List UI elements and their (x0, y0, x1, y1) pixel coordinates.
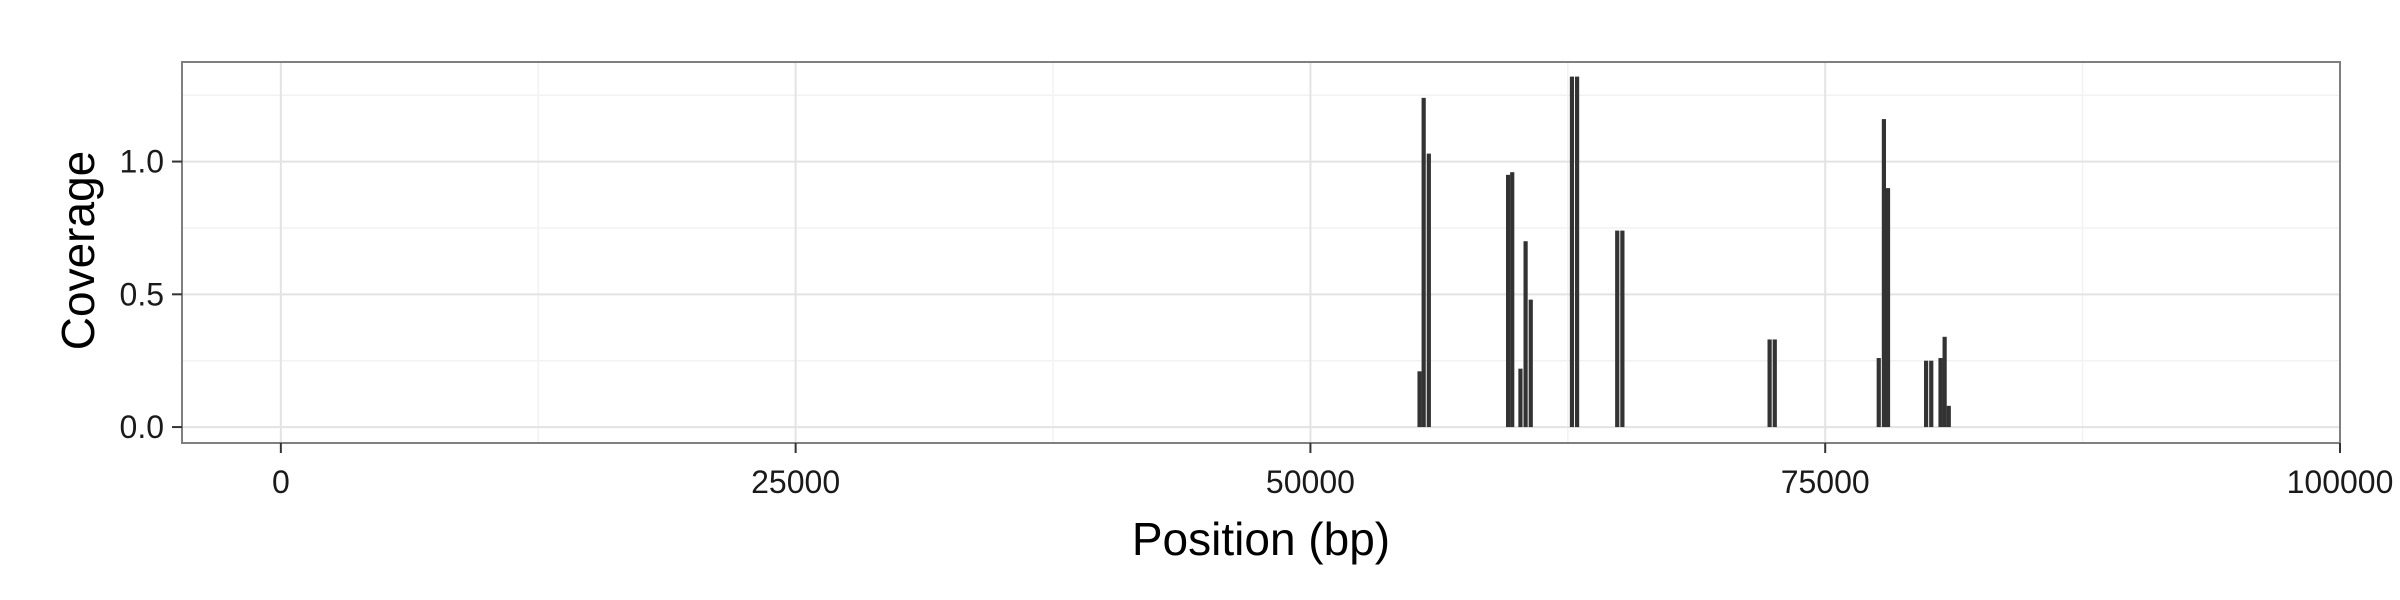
coverage-bar (1421, 97, 1426, 428)
y-tick-label: 1.0 (120, 144, 164, 180)
y-axis: 0.0 0.5 1.0 (120, 144, 182, 445)
coverage-bar (1946, 405, 1951, 428)
coverage-bar (1528, 299, 1533, 428)
y-tick-label: 0.0 (120, 409, 164, 445)
coverage-bar (1569, 76, 1575, 428)
coverage-bar (1929, 360, 1934, 428)
minor-gridlines (182, 62, 2340, 443)
x-tick-label: 25000 (751, 464, 840, 500)
coverage-bar (1772, 339, 1777, 428)
coverage-bar (1938, 358, 1943, 428)
x-tick-label: 0 (272, 464, 290, 500)
coverage-bar (1510, 172, 1515, 428)
coverage-bar (1518, 368, 1523, 428)
coverage-bar (1523, 241, 1528, 428)
coverage-bar (1417, 371, 1422, 428)
x-tick-label: 75000 (1781, 464, 1870, 500)
coverage-bar (1574, 76, 1580, 428)
x-tick-label: 100000 (2287, 464, 2394, 500)
coverage-bar (1426, 153, 1431, 428)
y-tick-label: 0.5 (120, 276, 164, 312)
x-axis: 0 25000 50000 75000 100000 (272, 443, 2393, 500)
x-axis-title: Position (bp) (1132, 513, 1390, 565)
coverage-bar (1942, 336, 1947, 428)
x-tick-label: 50000 (1266, 464, 1355, 500)
coverage-bar (1881, 119, 1886, 428)
coverage-bar (1620, 230, 1625, 428)
coverage-bar (1924, 360, 1929, 428)
plot-panel (182, 62, 2340, 443)
bars (1417, 76, 1951, 428)
y-axis-title: Coverage (52, 151, 104, 350)
coverage-bar (1885, 188, 1891, 428)
coverage-bar (1876, 358, 1881, 428)
coverage-bar (1505, 174, 1511, 428)
coverage-bar (1767, 339, 1772, 428)
coverage-bar (1615, 230, 1620, 428)
plot-border (181, 61, 2341, 444)
